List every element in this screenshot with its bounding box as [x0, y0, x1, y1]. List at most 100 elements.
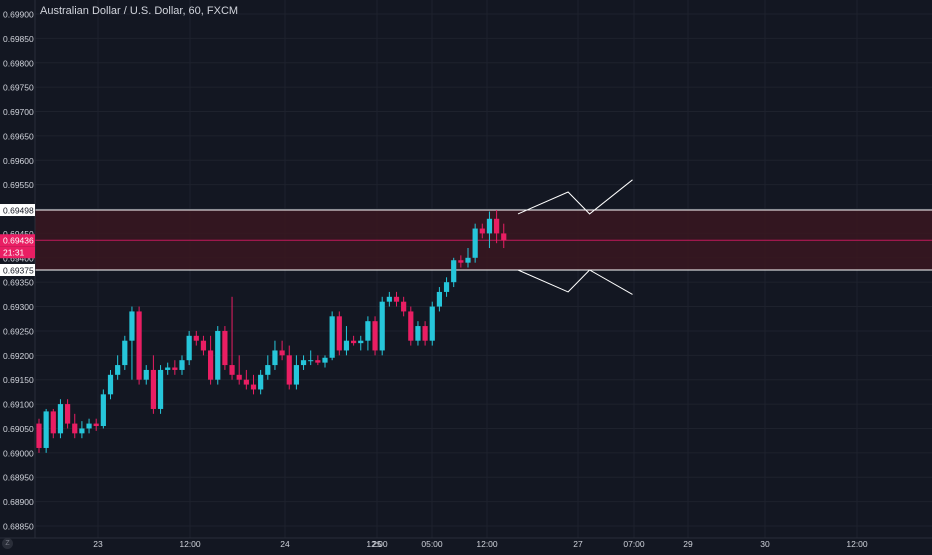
candle-body: [200, 340, 207, 351]
candle-body: [479, 228, 485, 234]
timezone-badge[interactable]: Z: [2, 538, 13, 549]
symbol-title: Australian Dollar / U.S. Dollar, 60, FXC…: [40, 5, 239, 17]
price-tick-label: 0.69100: [3, 400, 34, 410]
candle-body: [100, 394, 106, 427]
price-tick-label: 0.69550: [3, 180, 34, 190]
candle-body: [179, 360, 185, 370]
candle: [415, 321, 421, 346]
candle-body: [115, 365, 121, 375]
candle: [293, 355, 299, 390]
candle: [479, 223, 485, 239]
candle-body: [265, 365, 271, 375]
candle: [386, 291, 392, 307]
candle-body: [365, 321, 371, 341]
candle-body: [286, 355, 292, 385]
candle: [115, 355, 121, 380]
price-tick-label: 0.69200: [3, 351, 34, 361]
candle-body: [143, 369, 149, 380]
candle-body: [79, 428, 85, 434]
candle-body: [415, 326, 421, 341]
time-tick-label: 30: [760, 539, 770, 549]
candle-body: [222, 330, 228, 366]
candle: [93, 418, 99, 431]
candles: [36, 210, 507, 453]
time-tick-label: 27: [573, 539, 583, 549]
candle-body: [379, 301, 385, 351]
price-tick-label: 0.68900: [3, 497, 34, 507]
price-badges: 0.69498 0.69375 0.69436 21:31: [0, 204, 35, 276]
candle: [229, 296, 235, 380]
price-tick-label: 0.69700: [3, 107, 34, 117]
candle: [193, 330, 199, 346]
candle-body: [501, 233, 507, 241]
candle: [265, 355, 271, 380]
candle-body: [293, 365, 299, 385]
candle: [279, 340, 285, 361]
candle-body: [486, 218, 493, 234]
candle: [401, 296, 407, 317]
candle: [486, 211, 493, 249]
candle-body: [329, 316, 335, 358]
candle-body: [86, 423, 92, 429]
projection-lower-path: [517, 269, 633, 295]
candle-body: [136, 311, 142, 380]
zone-top-badge: 0.69498: [0, 204, 35, 217]
time-tick-label: 12:00: [846, 539, 868, 549]
candle: [243, 369, 249, 390]
candle: [422, 321, 428, 346]
time-tick-label: 12:00: [179, 539, 201, 549]
zone-bottom-badge-text: 0.69375: [3, 265, 34, 275]
candle-body: [393, 296, 400, 302]
candle: [208, 335, 214, 385]
price-tick-label: 0.69850: [3, 34, 34, 44]
candle-body: [157, 369, 164, 409]
price-tick-label: 0.69600: [3, 156, 34, 166]
candle: [379, 296, 385, 356]
price-tick-label: 0.69000: [3, 448, 34, 458]
price-tick-label: 0.68950: [3, 473, 34, 483]
candle-body: [107, 374, 114, 395]
candle: [200, 335, 207, 356]
candle-body: [215, 330, 221, 380]
candle: [300, 355, 307, 370]
candle: [372, 316, 378, 356]
candle: [172, 360, 178, 375]
time-tick-label: 12:00: [366, 539, 388, 549]
candle-body: [272, 350, 278, 366]
candle: [358, 335, 364, 351]
candle: [100, 389, 106, 429]
candle: [250, 374, 257, 395]
candle-body: [343, 340, 350, 351]
candle-body: [315, 360, 321, 363]
price-tick-label: 0.69400: [3, 253, 34, 263]
candle: [436, 287, 442, 312]
candle: [308, 350, 314, 366]
candle: [351, 335, 357, 346]
candle: [465, 248, 471, 268]
candle-body: [422, 326, 428, 341]
candle-body: [122, 340, 128, 366]
candle-body: [36, 423, 42, 448]
candle: [365, 316, 371, 351]
price-tick-label: 0.69050: [3, 424, 34, 434]
candle-body: [386, 296, 392, 302]
candle-body: [250, 384, 257, 390]
price-tick-label: 0.68850: [3, 521, 34, 531]
range-zone: [35, 209, 932, 271]
candle-body: [279, 350, 285, 356]
zone-bottom-badge: 0.69375: [0, 263, 35, 276]
candle-body: [43, 411, 49, 448]
time-tick-label: 05:00: [421, 539, 443, 549]
candle-body: [336, 316, 342, 351]
zone-bottom-badge-bg: [0, 263, 35, 276]
candle-body: [458, 260, 464, 263]
candle-body: [50, 411, 56, 434]
candle-body: [429, 306, 435, 341]
candle: [315, 355, 321, 366]
countdown-badge-text: 21:31: [3, 248, 25, 258]
last-price-badge-bg: [0, 234, 35, 247]
candle: [429, 301, 435, 346]
